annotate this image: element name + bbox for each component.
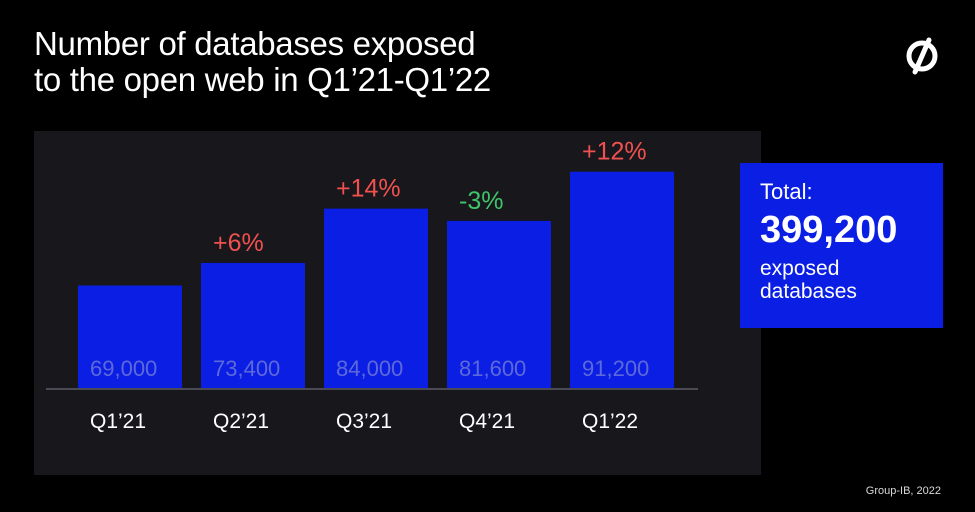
- chart-title: Number of databases exposed to the open …: [34, 25, 491, 98]
- bar-5: [570, 171, 674, 389]
- x-tick-label: Q1’21: [90, 410, 146, 433]
- x-tick-label: Q1’22: [582, 410, 638, 433]
- total-label: Total:: [760, 179, 813, 204]
- change-label: +6%: [213, 229, 264, 257]
- bar-2: [201, 262, 305, 389]
- bar-3: [324, 208, 428, 389]
- source-credit: Group-IB, 2022: [865, 485, 941, 497]
- total-description: exposed databases: [760, 257, 857, 303]
- change-label: +12%: [582, 138, 647, 166]
- x-tick-label: Q2’21: [213, 410, 269, 433]
- x-tick-label: Q4’21: [459, 410, 515, 433]
- total-summary-box: Total: 399,200 exposed databases: [740, 163, 943, 328]
- bar-4: [447, 220, 551, 389]
- bar-1: [78, 285, 182, 389]
- bar-value-label: 84,000: [336, 356, 403, 381]
- change-label: -3%: [459, 187, 503, 215]
- total-value: 399,200: [760, 209, 898, 251]
- change-label: +14%: [336, 175, 401, 203]
- bars-layer: 69,000 Q1’21 73,400 Q2’21 +6% 84,000 Q3’21 +14%…: [78, 138, 674, 433]
- group-ib-logo-icon: [906, 37, 938, 75]
- chart-panel: 69,000 Q1’21 73,400 Q2’21 +6% 84,000 Q3’21 +14%…: [34, 131, 761, 475]
- bar-value-label: 81,600: [459, 356, 526, 381]
- bar-value-label: 73,400: [213, 356, 280, 381]
- bar-chart: 69,000 Q1’21 73,400 Q2’21 +6% 84,000 Q3’21 +14%…: [46, 138, 698, 433]
- bar-value-label: 69,000: [90, 356, 157, 381]
- x-tick-label: Q3’21: [336, 410, 392, 433]
- bar-value-label: 91,200: [582, 356, 649, 381]
